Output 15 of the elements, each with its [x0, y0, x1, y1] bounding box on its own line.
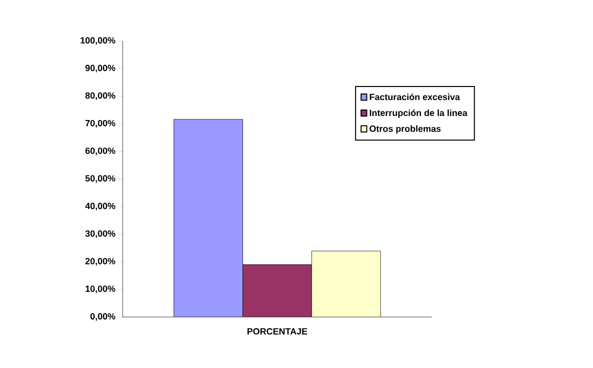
legend-label: Otros problemas [370, 125, 441, 134]
legend-label: Facturación excesiva [370, 93, 460, 100]
y-tick-label: 100,00% [80, 37, 116, 45]
y-tick-label: 80,00% [85, 92, 116, 100]
y-tick-label: 90,00% [85, 64, 116, 72]
y-tick-label: 30,00% [85, 230, 116, 238]
y-tick-label: 10,00% [86, 286, 116, 294]
y-tick-label: 60,00% [85, 148, 116, 156]
y-tick-label: 40,00% [85, 202, 116, 210]
x-tick-label: PORCENTAJE [247, 328, 308, 335]
y-tick-label: 50,00% [85, 175, 116, 183]
y-tick-label: 70,00% [86, 120, 116, 128]
y-tick-label: 0,00% [90, 313, 116, 321]
legend-label: Interrupción de la linea [370, 109, 468, 118]
y-tick-label: 20,00% [85, 258, 116, 266]
